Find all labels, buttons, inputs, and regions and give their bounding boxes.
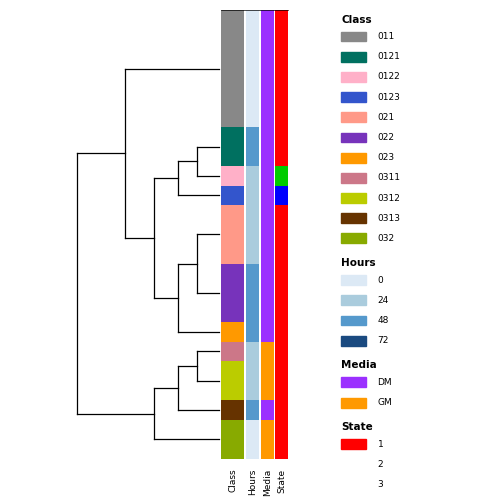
Bar [275, 322, 288, 342]
Text: 0: 0 [377, 276, 384, 285]
Text: 022: 022 [377, 133, 395, 142]
Bar [341, 460, 366, 469]
Text: Hours: Hours [248, 468, 258, 495]
Bar [246, 400, 260, 420]
Bar [221, 185, 244, 205]
Bar [246, 264, 260, 322]
Bar [341, 153, 366, 163]
Bar [341, 193, 366, 203]
Bar [246, 322, 260, 342]
Bar [341, 233, 366, 243]
Bar [246, 420, 260, 459]
Bar [341, 213, 366, 223]
Text: 0311: 0311 [377, 173, 401, 182]
Text: 021: 021 [377, 113, 395, 122]
Text: State: State [341, 422, 373, 432]
Bar [341, 112, 366, 122]
Bar [261, 185, 274, 205]
Text: 3: 3 [377, 480, 384, 489]
Bar [221, 166, 244, 185]
Text: 0121: 0121 [377, 52, 401, 61]
Bar [246, 166, 260, 185]
Bar [341, 316, 366, 326]
Bar [261, 10, 274, 127]
Bar [261, 361, 274, 400]
Bar [246, 185, 260, 205]
Bar [341, 439, 366, 449]
Bar [221, 10, 244, 127]
Bar [275, 185, 288, 205]
Text: Hours: Hours [341, 258, 376, 268]
Bar [341, 52, 366, 61]
Text: 0313: 0313 [377, 214, 401, 223]
Text: State: State [277, 468, 286, 492]
Bar [246, 205, 260, 264]
Bar [221, 127, 244, 166]
Bar [246, 342, 260, 361]
Text: Media: Media [341, 360, 377, 370]
Bar [261, 400, 274, 420]
Text: 2: 2 [377, 460, 383, 469]
Bar [221, 205, 244, 264]
Bar [221, 361, 244, 400]
Bar [275, 400, 288, 420]
Bar [261, 127, 274, 166]
Bar [246, 361, 260, 400]
Bar [275, 10, 288, 127]
Bar [221, 420, 244, 459]
Bar [221, 264, 244, 322]
Text: GM: GM [377, 398, 392, 407]
Text: 0123: 0123 [377, 93, 401, 102]
Bar [261, 205, 274, 264]
Bar [341, 275, 366, 285]
Bar [275, 166, 288, 185]
Bar [246, 10, 260, 127]
Text: 1: 1 [377, 440, 384, 449]
Bar [221, 322, 244, 342]
Text: DM: DM [377, 378, 392, 387]
Text: 011: 011 [377, 32, 395, 41]
Bar [261, 166, 274, 185]
Text: Class: Class [228, 468, 237, 492]
Bar [341, 480, 366, 489]
Bar [341, 398, 366, 408]
Bar [275, 264, 288, 322]
Bar [275, 361, 288, 400]
Bar [275, 420, 288, 459]
Text: Media: Media [263, 468, 272, 495]
Bar [341, 336, 366, 346]
Bar [341, 133, 366, 143]
Bar [341, 32, 366, 41]
Bar [341, 377, 366, 387]
Bar [261, 342, 274, 361]
Text: 023: 023 [377, 153, 395, 162]
Bar [275, 205, 288, 264]
Text: 0122: 0122 [377, 73, 400, 82]
Bar [261, 420, 274, 459]
Text: 032: 032 [377, 234, 395, 243]
Bar [275, 127, 288, 166]
Bar [261, 322, 274, 342]
Text: 48: 48 [377, 316, 389, 325]
Bar [341, 173, 366, 183]
Bar [246, 127, 260, 166]
Bar [341, 295, 366, 305]
Text: 0312: 0312 [377, 194, 401, 203]
Bar [341, 72, 366, 82]
Bar [341, 92, 366, 102]
Bar [221, 342, 244, 361]
Bar [261, 264, 274, 322]
Text: 24: 24 [377, 296, 389, 305]
Bar [221, 400, 244, 420]
Text: Class: Class [341, 15, 372, 25]
Text: 72: 72 [377, 336, 389, 345]
Bar [275, 342, 288, 361]
